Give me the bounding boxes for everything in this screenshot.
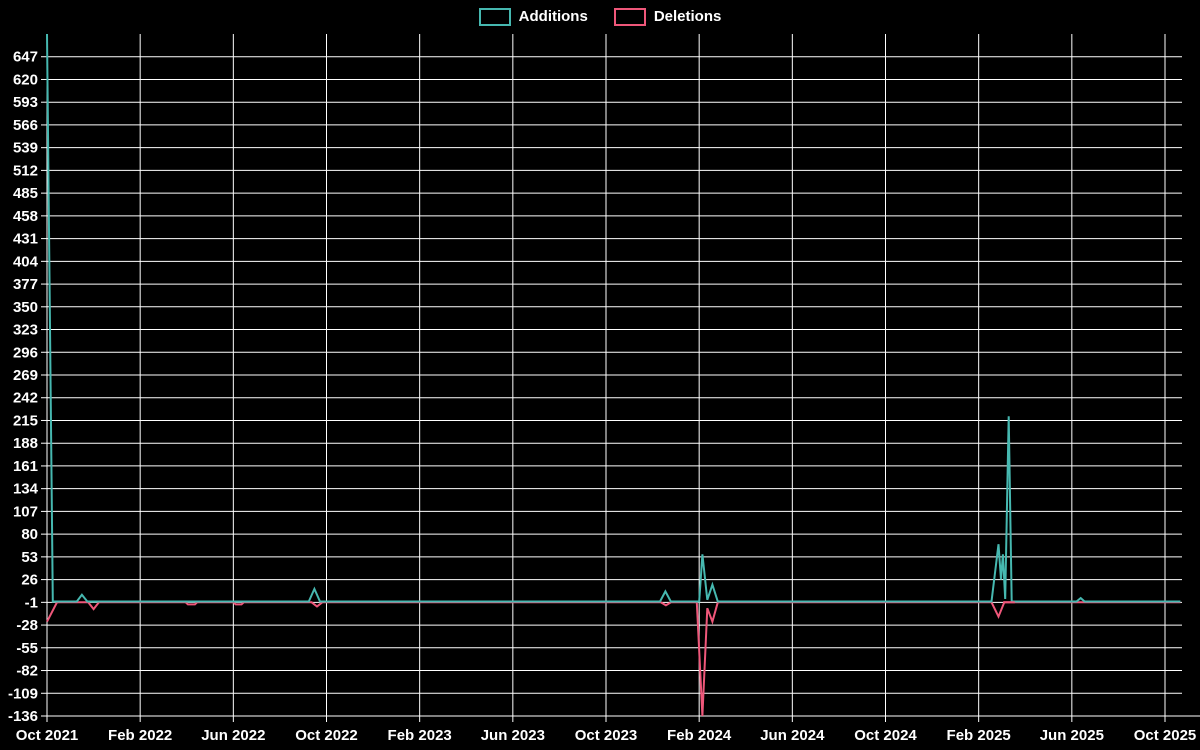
- y-axis-tick-label: 161: [13, 458, 38, 475]
- y-axis-tick-label: -55: [16, 640, 38, 657]
- y-axis-tick-label: 242: [13, 390, 38, 407]
- y-axis-tick-label: 26: [21, 572, 38, 589]
- x-axis-tick-label: Feb 2022: [108, 727, 172, 744]
- y-axis-tick-label: -109: [8, 685, 38, 702]
- y-axis-tick-label: -1: [25, 594, 38, 611]
- y-axis-tick-label: 404: [13, 253, 39, 270]
- y-axis-tick-label: 323: [13, 322, 38, 339]
- legend-label-deletions: Deletions: [653, 8, 722, 25]
- y-axis-tick-label: 80: [21, 526, 38, 543]
- y-axis-tick-label: -136: [8, 708, 38, 725]
- x-axis-tick-label: Oct 2023: [575, 727, 638, 744]
- x-axis-tick-label: Feb 2025: [947, 727, 1011, 744]
- y-axis-tick-label: 134: [13, 481, 39, 498]
- x-axis-tick-label: Jun 2022: [201, 727, 265, 744]
- x-axis-tick-label: Oct 2022: [295, 727, 358, 744]
- y-axis-tick-label: 215: [13, 412, 38, 429]
- y-axis-tick-label: 539: [13, 140, 38, 157]
- y-axis-tick-label: 107: [13, 503, 38, 520]
- x-axis-tick-label: Oct 2025: [1134, 727, 1197, 744]
- y-axis-tick-label: 485: [13, 185, 38, 202]
- y-axis-tick-label: 647: [13, 49, 38, 66]
- y-axis-tick-label: 620: [13, 71, 38, 88]
- x-axis-tick-label: Oct 2021: [16, 727, 79, 744]
- chart-legend: Additions Deletions: [0, 8, 1200, 26]
- y-axis-tick-label: 269: [13, 367, 38, 384]
- y-axis-tick-label: -28: [16, 617, 38, 634]
- additions-swatch-icon: [478, 8, 511, 26]
- deletions-line: [46, 601, 1181, 717]
- legend-label-additions: Additions: [518, 8, 588, 25]
- y-axis-tick-label: -82: [16, 663, 38, 680]
- y-axis-tick-label: 431: [13, 231, 38, 248]
- x-axis-tick-label: Jun 2024: [760, 727, 825, 744]
- y-axis-tick-label: 512: [13, 162, 38, 179]
- additions-line: [46, 33, 1181, 603]
- y-axis-tick-label: 296: [13, 344, 38, 361]
- deletions-swatch-icon: [613, 8, 646, 26]
- x-axis-tick-label: Jun 2025: [1040, 727, 1104, 744]
- x-axis-tick-label: Feb 2023: [388, 727, 452, 744]
- y-axis-tick-label: 188: [13, 435, 38, 452]
- x-axis-tick-label: Jun 2023: [481, 727, 545, 744]
- y-axis-tick-label: 593: [13, 94, 38, 111]
- y-axis-tick-label: 377: [13, 276, 38, 293]
- y-axis-tick-label: 458: [13, 208, 38, 225]
- y-axis-tick-label: 566: [13, 117, 38, 134]
- x-axis-tick-label: Feb 2024: [667, 727, 732, 744]
- x-axis-tick-label: Oct 2024: [854, 727, 917, 744]
- legend-item-additions[interactable]: Additions: [478, 8, 588, 26]
- y-axis-tick-label: 53: [21, 549, 38, 566]
- legend-item-deletions[interactable]: Deletions: [613, 8, 722, 26]
- y-axis-tick-label: 350: [13, 299, 38, 316]
